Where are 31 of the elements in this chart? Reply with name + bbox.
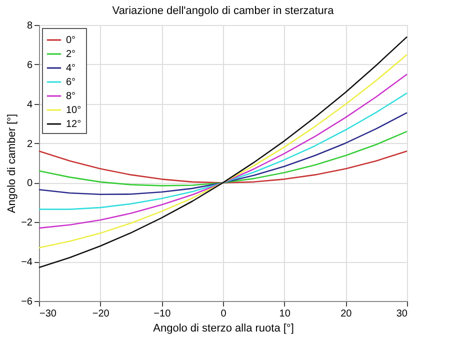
y-tick-label: 4: [26, 99, 33, 110]
line-series: [38, 36, 408, 268]
x-tick-label: −20: [92, 308, 110, 320]
line-series: [38, 150, 408, 184]
x-tick-label: −30: [40, 308, 57, 320]
line-series: [38, 130, 408, 186]
legend-label: 2°: [66, 49, 76, 60]
legend-label: 0°: [66, 35, 76, 46]
line-series: [38, 112, 408, 195]
y-tick-label: 0: [26, 178, 33, 190]
line-series: [38, 74, 408, 229]
y-axis-title: Angolo di camber [°]: [6, 114, 18, 214]
legend-label: 10°: [66, 105, 82, 116]
x-tick-label: −10: [154, 308, 172, 320]
legend-label: 6°: [66, 77, 76, 88]
x-tick-label: 0: [220, 308, 227, 320]
legend-label: 12°: [66, 119, 82, 130]
y-tick-label: −2: [21, 218, 33, 229]
x-axis-title: Angolo di sterzo alla ruota [°]: [153, 322, 294, 334]
legend-label: 8°: [66, 91, 76, 102]
line-series: [38, 92, 408, 210]
y-tick-label: 2: [26, 138, 33, 150]
y-tick-label: −6: [21, 296, 33, 308]
chart-title: Variazione dell'angolo di camber in sterzatura: [112, 5, 335, 17]
y-tick-label: −4: [21, 257, 33, 268]
x-tick-label: 20: [340, 308, 352, 320]
legend-label: 4°: [66, 63, 76, 74]
x-tick-label: 30: [396, 308, 408, 320]
y-tick-label: 6: [26, 60, 33, 71]
x-tick-label: 10: [279, 308, 291, 320]
y-tick-label: 8: [26, 20, 33, 32]
